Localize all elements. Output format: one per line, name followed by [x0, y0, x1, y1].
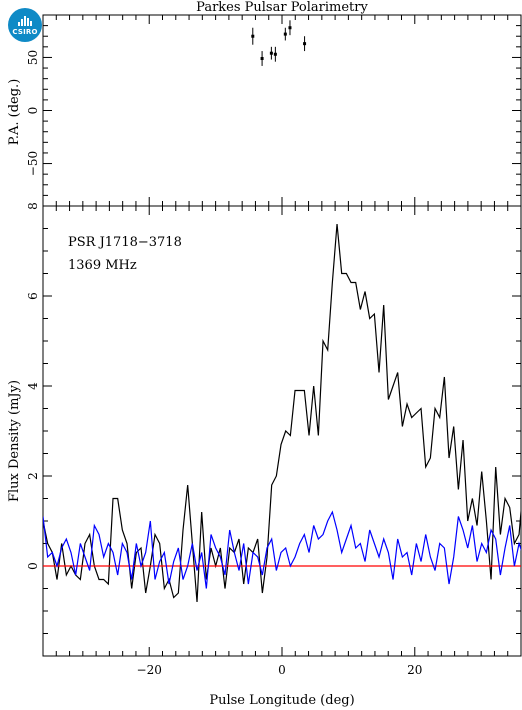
flux-xtick-label: 20 [407, 663, 422, 677]
flux-ytick-label: 6 [26, 292, 40, 300]
pa-ytick-label: 0 [26, 107, 40, 115]
flux-ytick-label: 8 [26, 202, 40, 210]
pa-point [288, 26, 292, 30]
flux-series-circular [43, 510, 521, 589]
pa-point [269, 51, 273, 55]
pa-point [273, 52, 277, 56]
flux-frame [42, 205, 522, 657]
pa-axes: −50 0 50 [26, 14, 522, 207]
pa-frame [42, 14, 522, 207]
flux-y-axis-label: Flux Density (mJy) [7, 380, 22, 502]
pa-point [251, 34, 255, 38]
csiro-logo: CSIRO [8, 8, 42, 42]
flux-ytick-label: 2 [26, 472, 40, 480]
pa-chart-title: Parkes Pulsar Polarimetry [196, 0, 368, 15]
logo-text: CSIRO [12, 28, 38, 36]
pa-y-axis-label: P.A. (deg.) [7, 79, 22, 146]
pa-ytick-label: −50 [26, 151, 40, 176]
flux-x-axis-label: Pulse Longitude (deg) [209, 693, 354, 708]
flux-xtick-label: 0 [278, 663, 286, 677]
pa-point [283, 32, 287, 36]
pa-ytick-label: 50 [26, 50, 40, 65]
flux-ytick-label: 4 [26, 382, 40, 390]
pa-point [303, 42, 307, 46]
flux-xtick-label: −20 [137, 663, 162, 677]
logo-bars-icon [18, 16, 32, 26]
psr-name-annotation: PSR J1718−3718 [68, 235, 182, 250]
pa-point [260, 57, 264, 61]
flux-series [43, 223, 521, 603]
frequency-annotation: 1369 MHz [68, 258, 137, 273]
flux-ytick-label: 0 [26, 562, 40, 570]
flux-axes: 0 2 4 6 8 −20 0 20 [26, 202, 522, 677]
pa-points [251, 20, 307, 66]
flux-series-total [43, 223, 521, 603]
